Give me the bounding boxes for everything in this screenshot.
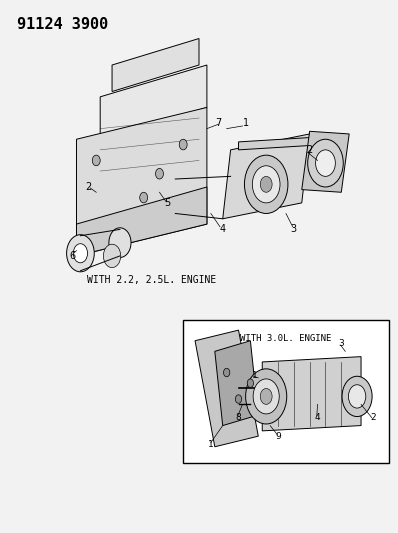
Circle shape (247, 379, 254, 387)
Circle shape (140, 192, 148, 203)
Circle shape (253, 379, 279, 414)
Text: 1: 1 (243, 118, 250, 128)
Circle shape (342, 376, 372, 417)
Circle shape (224, 368, 230, 377)
Polygon shape (112, 38, 199, 92)
Polygon shape (238, 136, 326, 150)
Circle shape (260, 176, 272, 192)
Text: WITH 3.0L. ENGINE: WITH 3.0L. ENGINE (240, 334, 332, 343)
Text: 6: 6 (70, 251, 76, 261)
Polygon shape (195, 330, 258, 447)
Circle shape (252, 166, 280, 203)
Circle shape (92, 155, 100, 166)
Text: 8: 8 (236, 413, 242, 422)
Text: 3: 3 (338, 339, 344, 348)
Circle shape (260, 389, 272, 405)
Circle shape (235, 395, 242, 403)
Circle shape (156, 168, 164, 179)
Text: 7: 7 (216, 118, 222, 128)
Text: WITH 2.2, 2.5L. ENGINE: WITH 2.2, 2.5L. ENGINE (87, 274, 216, 285)
Circle shape (103, 244, 121, 268)
Circle shape (179, 139, 187, 150)
Text: 4: 4 (315, 413, 320, 422)
Text: 5: 5 (164, 198, 170, 208)
Text: 4: 4 (220, 224, 226, 235)
Polygon shape (262, 357, 361, 431)
Circle shape (109, 228, 131, 257)
Circle shape (73, 244, 88, 263)
Text: 3: 3 (291, 224, 297, 235)
Text: 2: 2 (370, 413, 376, 422)
Text: 1: 1 (252, 370, 257, 379)
Text: 2: 2 (85, 182, 92, 192)
Text: 2: 2 (306, 145, 313, 155)
Circle shape (316, 150, 336, 176)
Text: 1: 1 (208, 440, 214, 449)
Circle shape (66, 235, 94, 272)
Polygon shape (100, 65, 207, 139)
Polygon shape (76, 187, 207, 256)
Bar (183, 319, 389, 463)
Polygon shape (302, 131, 349, 192)
Circle shape (244, 155, 288, 214)
Circle shape (246, 369, 287, 424)
Text: 9: 9 (275, 432, 281, 441)
Polygon shape (223, 134, 310, 219)
Circle shape (308, 139, 343, 187)
Text: 91124 3900: 91124 3900 (17, 17, 108, 33)
Polygon shape (215, 341, 258, 425)
Circle shape (348, 385, 366, 408)
Polygon shape (76, 108, 207, 256)
